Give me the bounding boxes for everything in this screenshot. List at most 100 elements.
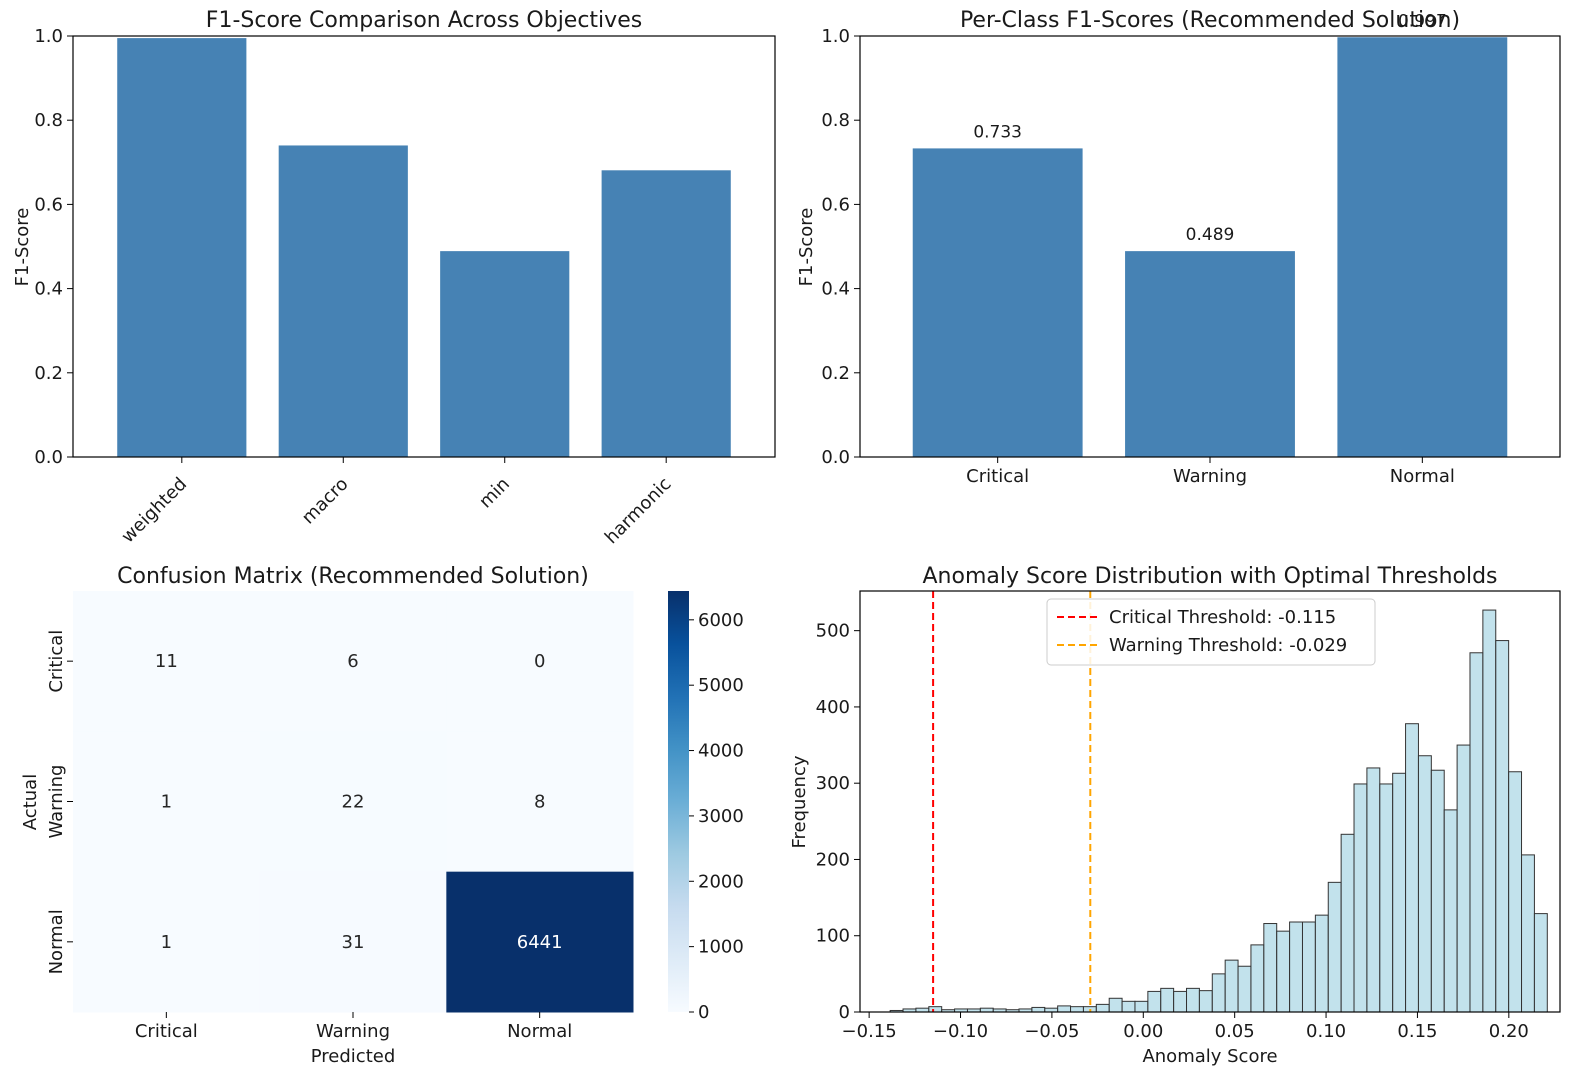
chart-title: F1-Score Comparison Across Objectives: [206, 8, 642, 33]
histogram-bar: [1070, 1006, 1084, 1013]
y-axis-label: F1-Score: [796, 208, 817, 287]
x-tick-label: 0.10: [1306, 1021, 1346, 1042]
histogram-bar: [928, 1006, 943, 1013]
histogram-bar: [1482, 609, 1497, 1013]
histogram-bar: [1198, 990, 1213, 1013]
y-axis-label: Actual: [20, 774, 41, 830]
anomaly-score-histogram: Anomaly Score Distribution with Optimal …: [789, 564, 1561, 1067]
heatmap-cell: [259, 731, 447, 873]
cell-value: 6441: [517, 932, 563, 953]
y-tick-label: 100: [816, 926, 850, 947]
histogram-bar: [1456, 744, 1471, 1013]
histogram-bar: [1443, 809, 1458, 1013]
y-tick-label: 500: [816, 621, 850, 642]
histogram-bar: [1366, 767, 1381, 1013]
y-tick-label: 0.2: [34, 363, 63, 384]
histogram-bar: [1353, 783, 1368, 1013]
cell-value: 1: [161, 792, 172, 813]
histogram-bar: [1134, 1000, 1149, 1013]
f1-comparison-chart: F1-Score Comparison Across Objectives F1…: [12, 8, 776, 548]
histogram-bar: [1237, 965, 1252, 1013]
histogram-bar: [1186, 987, 1200, 1013]
cell-value: 6: [347, 651, 358, 672]
x-tick-label: Critical: [966, 466, 1029, 487]
colorbar-tick-label: 3000: [698, 806, 744, 827]
bar: [1125, 251, 1295, 457]
colorbar-tick-label: 6000: [698, 610, 744, 631]
heatmap-cell: [73, 871, 261, 1013]
y-tick-label: 0.6: [34, 194, 63, 215]
y-tick-label: Normal: [46, 909, 67, 974]
y-tick-label: 200: [816, 849, 850, 870]
y-tick-label: 0: [839, 1002, 850, 1023]
y-tick-label: 0.0: [821, 447, 850, 468]
bar: [601, 170, 731, 457]
colorbar-tick-label: 4000: [698, 741, 744, 762]
cell-value: 11: [155, 651, 178, 672]
heatmap-cell: [259, 871, 447, 1013]
y-tick-label: 0.8: [821, 110, 850, 131]
histogram-bar: [1160, 987, 1175, 1013]
plot-frame: [72, 35, 776, 458]
colorbar-tick-label: 1000: [698, 937, 744, 958]
cell-value: 1: [161, 932, 172, 953]
bar: [1337, 37, 1508, 457]
histogram-bar: [1533, 913, 1548, 1013]
x-tick-label: Normal: [507, 1021, 572, 1042]
plot-frame: [859, 590, 1561, 1013]
bar: [440, 251, 570, 457]
y-tick-label: Warning: [46, 764, 67, 838]
x-tick-label: Critical: [135, 1021, 198, 1042]
histogram-bar: [1379, 783, 1394, 1013]
cell-value: 0: [534, 651, 545, 672]
y-tick-label: Critical: [46, 630, 67, 693]
x-tick-label: macro: [298, 474, 353, 529]
heatmap-cell: [446, 591, 634, 732]
y-tick-label: 0.8: [34, 110, 63, 131]
y-tick-label: 0.4: [821, 279, 850, 300]
histogram-bar: [1095, 1003, 1110, 1013]
y-tick-label: 300: [816, 773, 850, 794]
histogram-bar: [1301, 921, 1316, 1013]
histogram-bar: [1276, 930, 1291, 1013]
x-tick-label: −0.05: [1024, 1021, 1079, 1042]
y-tick-label: 1.0: [34, 26, 63, 47]
x-tick-label: 0.20: [1489, 1021, 1529, 1042]
histogram-bar: [1327, 881, 1342, 1013]
chart-title: Confusion Matrix (Recommended Solution): [117, 564, 589, 589]
x-tick-label: −0.10: [933, 1021, 988, 1042]
y-tick-label: 400: [816, 697, 850, 718]
bar: [117, 38, 247, 457]
heatmap-cell: [446, 871, 634, 1013]
x-tick-label: Warning: [1173, 466, 1247, 487]
colorbar: [668, 591, 689, 1012]
y-axis-label: Frequency: [789, 755, 810, 848]
histogram-bar: [1031, 1006, 1046, 1013]
histogram-bar: [1121, 1000, 1136, 1013]
histogram-bar: [1057, 1005, 1072, 1013]
heatmap-cell: [73, 731, 261, 873]
histogram-bar: [1405, 723, 1419, 1013]
cell-value: 31: [342, 932, 365, 953]
x-tick-label: 0.05: [1215, 1021, 1255, 1042]
histogram-bar: [1340, 833, 1355, 1013]
x-tick-label: Warning: [316, 1021, 390, 1042]
histogram-bar: [1211, 973, 1226, 1013]
histogram-bar: [1173, 990, 1188, 1013]
legend-label: Warning Threshold: -0.029: [1109, 635, 1347, 656]
histogram-bar: [1508, 771, 1523, 1013]
legend-label: Critical Threshold: -0.115: [1109, 607, 1336, 628]
colorbar-tick-label: 0: [698, 1002, 709, 1023]
histogram-bar: [1314, 914, 1329, 1013]
histogram-bar: [1417, 755, 1432, 1013]
histogram-bar: [1108, 997, 1123, 1013]
y-tick-label: 0.4: [34, 279, 63, 300]
heatmap-cell: [446, 731, 634, 873]
per-class-f1-chart: Per-Class F1-Scores (Recommended Solutio…: [796, 8, 1561, 487]
histogram-bar: [1495, 640, 1510, 1013]
legend: Critical Threshold: -0.115 Warning Thresh…: [1046, 598, 1376, 666]
bar: [278, 145, 408, 457]
y-tick-label: 0.0: [34, 447, 63, 468]
x-axis-label: Anomaly Score: [1142, 1046, 1277, 1067]
